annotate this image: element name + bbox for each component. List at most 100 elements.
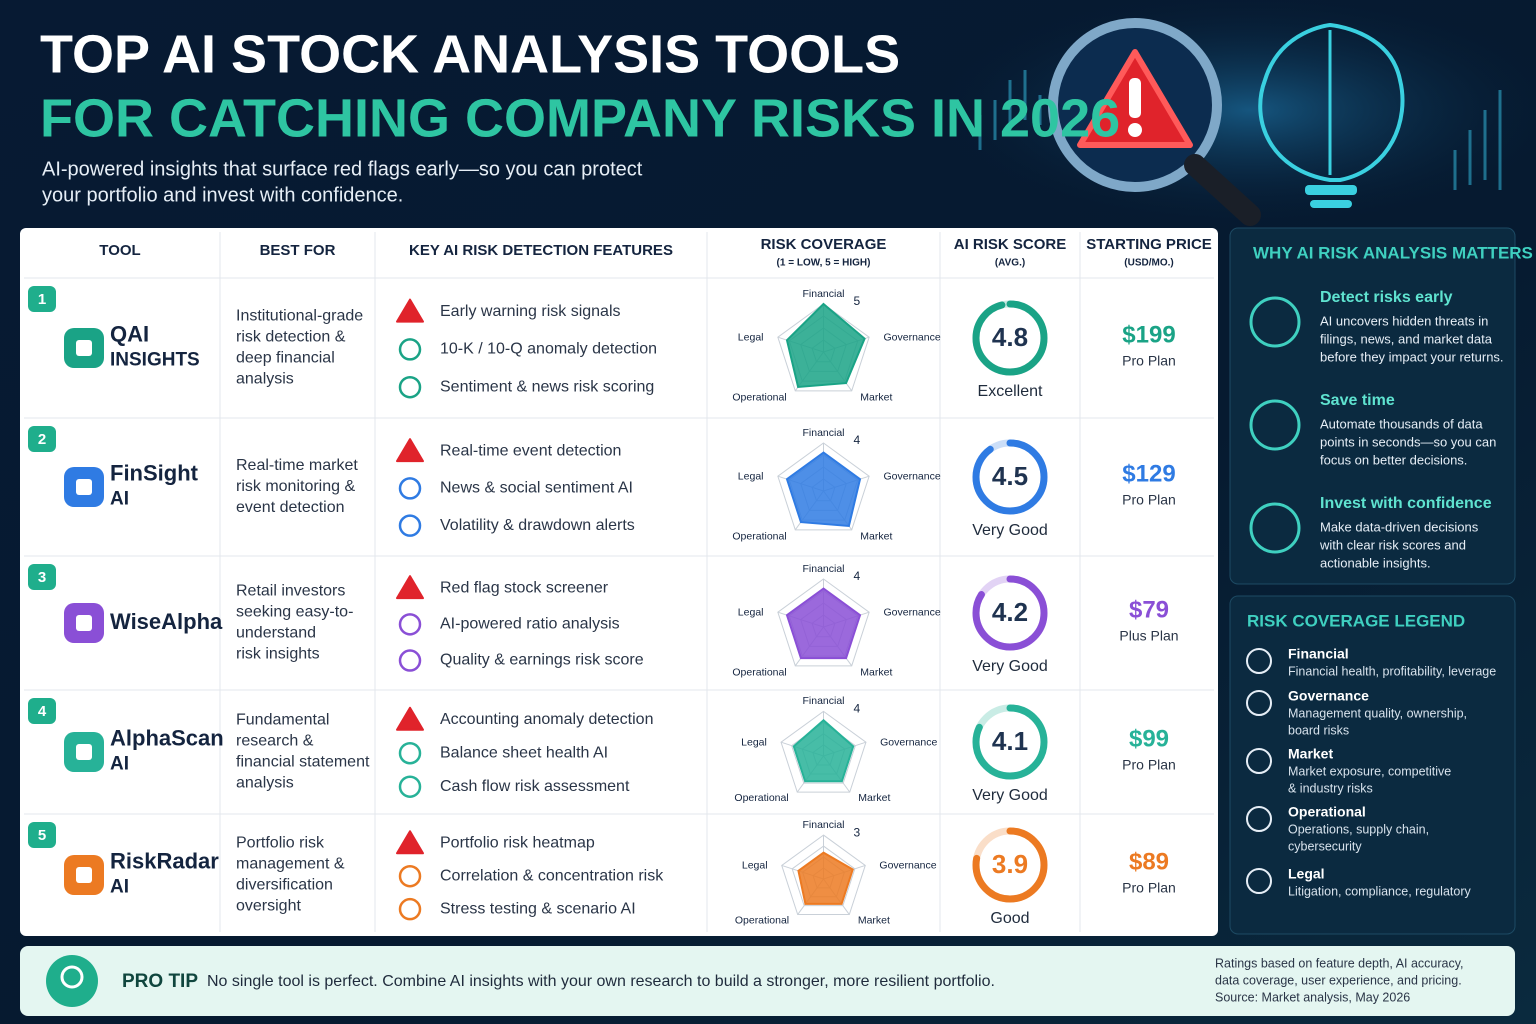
feature-icon: [398, 477, 422, 500]
tip-note: Ratings based on feature depth, AI accur…: [1215, 956, 1464, 970]
plan: Pro Plan: [1122, 880, 1176, 896]
rank-badge: [28, 822, 56, 848]
rank: 5: [38, 827, 46, 844]
best-for: Retail investors: [236, 583, 345, 600]
feature-icon: [398, 775, 422, 798]
score-ring: [972, 300, 1048, 376]
radar-area: [797, 851, 854, 905]
why-title: WHY AI RISK ANALYSIS MATTERS: [1253, 243, 1533, 262]
title-line-1: TOP AI STOCK ANALYSIS TOOLS: [40, 24, 900, 84]
radar-axis-label: Operational: [732, 666, 786, 678]
why-item-text: actionable insights.: [1320, 555, 1431, 570]
score: 4.2: [992, 597, 1028, 627]
legend-text: Financial health, profitability, leverag…: [1288, 664, 1496, 678]
rank-badge: [28, 286, 56, 312]
radar-area: [785, 302, 866, 389]
radar-axis-label: Market: [858, 792, 890, 804]
radar-axis-label: Governance: [884, 470, 941, 482]
best-for: research &: [236, 733, 314, 750]
radar-axis-label: Financial: [802, 563, 844, 575]
feature-icon: [396, 575, 424, 600]
radar-grid: [791, 845, 856, 907]
price: $89: [1129, 848, 1169, 875]
radar-value: 4: [854, 702, 861, 716]
radar-axis-label: Governance: [884, 331, 941, 343]
why-item-title: Invest with confidence: [1320, 495, 1492, 512]
radar-axis-label: Financial: [802, 288, 844, 300]
best-for: analysis: [236, 775, 294, 792]
feature: Early warning risk signals: [440, 303, 621, 320]
radar-grid: [777, 578, 870, 667]
why-icon: [1249, 296, 1301, 348]
why-item-text: AI uncovers hidden threats in: [1320, 313, 1488, 328]
why-item-text: focus on better decisions.: [1320, 452, 1467, 467]
legend-panel: [1229, 595, 1516, 935]
radar-axis-label: Governance: [884, 606, 941, 618]
feature: Quality & earnings risk score: [440, 652, 644, 669]
radar-axis-label: Market: [858, 915, 890, 927]
feature: 10-K / 10-Q anomaly detection: [440, 341, 657, 358]
column-header: KEY AI RISK DETECTION FEATURES: [409, 242, 673, 259]
rating: Very Good: [972, 787, 1048, 804]
score: 3.9: [992, 849, 1028, 879]
radar-value: 3: [854, 825, 861, 839]
header-art: [930, 0, 1536, 230]
best-for: analysis: [236, 371, 294, 388]
score-ring: [972, 575, 1048, 651]
rating: Very Good: [972, 522, 1048, 539]
best-for: Institutional-grade: [236, 308, 363, 325]
radar-axis-label: Operational: [734, 792, 788, 804]
best-for: Fundamental: [236, 712, 329, 729]
tip-bar: [20, 946, 1515, 1016]
feature: Accounting anomaly detection: [440, 711, 653, 728]
score: 4.1: [992, 726, 1028, 756]
feature: Red flag stock screener: [440, 579, 609, 596]
rating: Excellent: [978, 383, 1043, 400]
legend-text: Management quality, ownership,: [1288, 706, 1467, 720]
rank: 2: [38, 431, 46, 448]
feature-icon: [398, 338, 422, 361]
legend-icon: [1246, 748, 1272, 774]
feature: Correlation & concentration risk: [440, 867, 664, 884]
tip-icon: [46, 955, 98, 1007]
pro-tip: PRO TIP No single tool is perfect. Combin…: [20, 946, 1515, 1016]
why-item-text: Make data-driven decisions: [1320, 519, 1479, 534]
legend-text: board risks: [1288, 723, 1349, 737]
radar-value: 4: [854, 433, 861, 447]
radar-axis-label: Financial: [802, 427, 844, 439]
legend-text: Operations, supply chain,: [1288, 822, 1429, 836]
logo-icon-inner: [76, 867, 92, 883]
plan: Pro Plan: [1122, 757, 1176, 773]
radar-axis-label: Operational: [732, 530, 786, 542]
why-item-title: Save time: [1320, 392, 1395, 409]
score: 4.8: [992, 322, 1028, 352]
legend-icon: [1246, 648, 1272, 674]
logo-icon-inner: [76, 340, 92, 356]
radar-axis-label: Market: [860, 530, 892, 542]
radar-grid: [780, 710, 867, 793]
radar-value: 4: [854, 569, 861, 583]
tip-icon-bulb: [60, 965, 84, 989]
rating: Very Good: [972, 658, 1048, 675]
rating: Good: [990, 910, 1029, 927]
legend-name: Governance: [1288, 688, 1369, 704]
column-note: (USD/MO.): [1124, 258, 1173, 269]
feature-icon: [396, 298, 424, 323]
price: $99: [1129, 725, 1169, 752]
rank: 1: [38, 291, 46, 308]
best-for: Portfolio risk: [236, 835, 325, 852]
feature-icon: [398, 613, 422, 636]
why-panel: [1229, 227, 1516, 585]
tool-name: RiskRadar: [110, 848, 219, 873]
best-for: Real-time market: [236, 457, 358, 474]
feature: Real-time event detection: [440, 442, 621, 459]
feature-icon: [398, 514, 422, 537]
subtitle: AI-powered insights that surface red fla…: [42, 158, 643, 180]
why-item-title: Detect risks early: [1320, 289, 1453, 306]
radar-axis-label: Operational: [735, 915, 789, 927]
column-header: RISK COVERAGE: [761, 236, 887, 253]
score: 4.5: [992, 461, 1028, 491]
table-card: [20, 228, 1218, 936]
